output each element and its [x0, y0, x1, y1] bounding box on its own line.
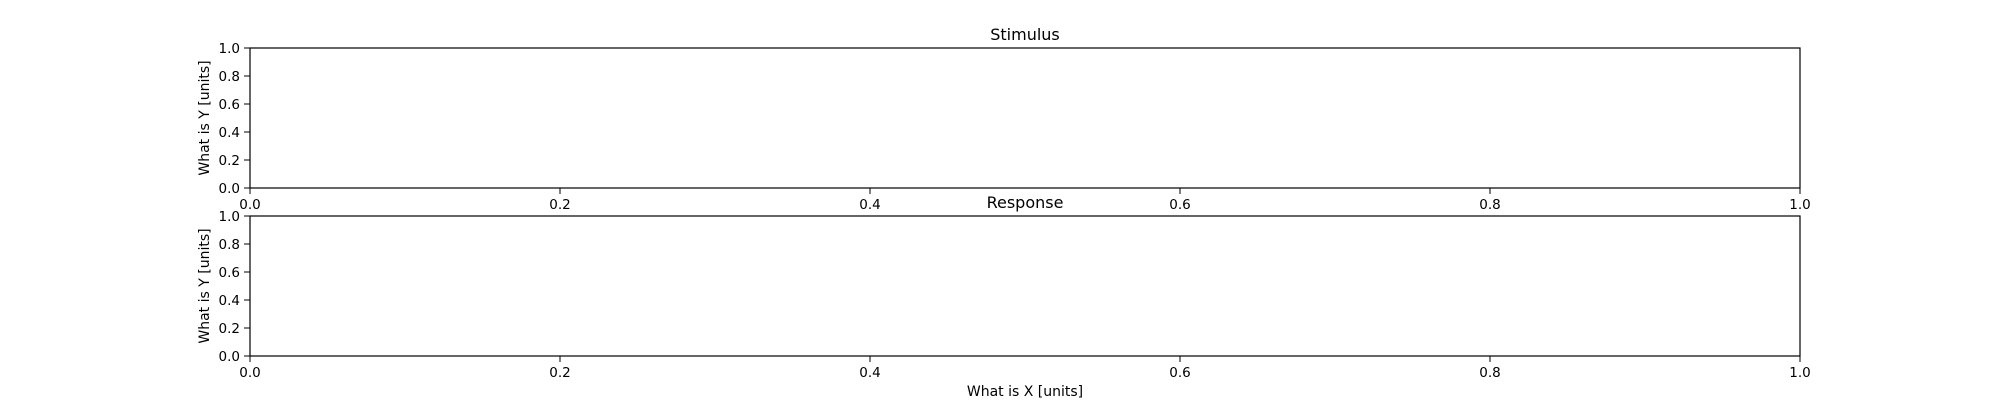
stimulus-y-tick-label: 0.0: [219, 181, 240, 197]
stimulus-y-tick-label: 0.2: [219, 153, 240, 169]
response-y-tick-label: 0.4: [219, 293, 240, 309]
response-x-tick-label: 0.4: [859, 365, 880, 381]
stimulus-x-tick-label: 0.6: [1169, 197, 1190, 213]
stimulus-x-tick-label: 0.4: [859, 197, 880, 213]
stimulus-y-axis-label: What is Y [units]: [197, 60, 213, 175]
stimulus-axes-frame: [249, 47, 1801, 189]
response-y-tick-label: 0.2: [219, 321, 240, 337]
response-y-tick-label: 0.0: [219, 349, 240, 365]
response-y-tick-label: 0.6: [219, 265, 240, 281]
stimulus-panel: Stimulus What is Y [units] 0.0 0.2 0.4 0.6 0…: [197, 25, 1811, 213]
stimulus-x-tick-label: 0.0: [239, 197, 260, 213]
stimulus-y-ticks: 0.0 0.2 0.4 0.6 0.8 1.0: [219, 41, 250, 197]
response-x-tick-label: 0.0: [239, 365, 260, 381]
response-y-ticks: 0.0 0.2 0.4 0.6 0.8 1.0: [219, 209, 250, 365]
stimulus-y-tick-label: 0.6: [219, 97, 240, 113]
response-x-tick-label: 0.8: [1479, 365, 1500, 381]
stimulus-y-tick-label: 1.0: [219, 41, 240, 57]
stimulus-y-tick-label: 0.8: [219, 69, 240, 85]
response-x-axis-label: What is X [units]: [967, 384, 1083, 400]
response-y-tick-label: 1.0: [219, 209, 240, 225]
stimulus-x-tick-label: 0.8: [1479, 197, 1500, 213]
response-panel: Response What is Y [units] What is X [un…: [197, 193, 1811, 400]
response-title: Response: [987, 193, 1064, 212]
response-y-axis-label: What is Y [units]: [197, 228, 213, 343]
response-y-tick-label: 0.8: [219, 237, 240, 253]
response-x-tick-label: 0.6: [1169, 365, 1190, 381]
response-x-tick-label: 0.2: [549, 365, 570, 381]
stimulus-x-tick-label: 1.0: [1789, 197, 1810, 213]
response-axes-frame: [249, 215, 1801, 357]
stimulus-x-ticks: 0.0 0.2 0.4 0.6 0.8 1.0: [239, 188, 1811, 213]
stimulus-y-tick-label: 0.4: [219, 125, 240, 141]
stimulus-x-tick-label: 0.2: [549, 197, 570, 213]
response-x-tick-label: 1.0: [1789, 365, 1810, 381]
stimulus-title: Stimulus: [990, 25, 1060, 44]
response-x-ticks: 0.0 0.2 0.4 0.6 0.8 1.0: [239, 356, 1811, 381]
